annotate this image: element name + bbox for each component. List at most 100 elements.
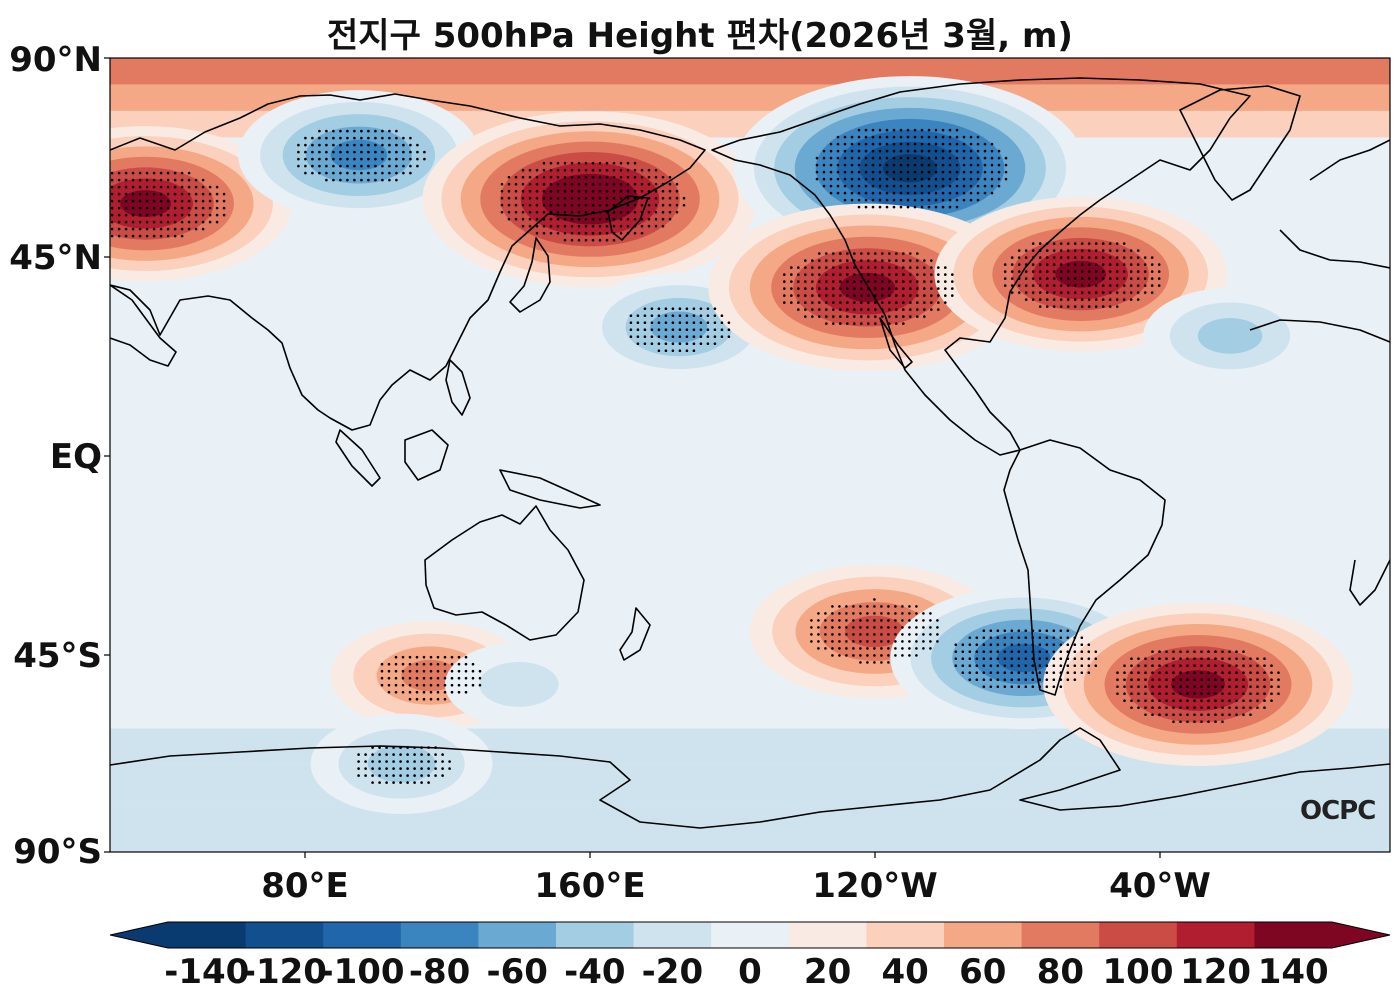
- stipple-dot: [633, 161, 637, 165]
- stipple-dot: [825, 259, 828, 262]
- stipple-dot: [824, 647, 827, 650]
- stipple-dot: [913, 128, 917, 132]
- stipple-dot: [1186, 664, 1189, 667]
- stipple-dot: [941, 142, 945, 146]
- stipple-dot: [1024, 678, 1028, 681]
- stipple-dot: [457, 683, 461, 687]
- stipple-dot: [1123, 699, 1126, 702]
- stipple-dot: [860, 301, 863, 304]
- stipple-dot: [1059, 242, 1063, 245]
- stipple-dot: [104, 186, 107, 189]
- stipple-dot: [867, 266, 870, 269]
- colorbar-label: -40: [564, 952, 626, 992]
- stipple-dot: [577, 182, 581, 186]
- stipple-dot: [399, 760, 402, 763]
- stipple-dot: [1045, 664, 1049, 667]
- stipple-dot: [570, 189, 574, 193]
- stipple-dot: [1235, 671, 1238, 674]
- stipple-dot: [1158, 671, 1161, 674]
- stipple-dot: [668, 217, 672, 221]
- stipple-dot: [297, 164, 300, 168]
- stipple-dot: [1137, 706, 1140, 709]
- stipple-dot: [577, 217, 581, 221]
- stipple-dot: [1017, 685, 1021, 688]
- stipple-dot: [878, 149, 882, 153]
- contour-6-7: [1055, 260, 1107, 288]
- stipple-dot: [357, 767, 360, 770]
- stipple-dot: [811, 287, 814, 290]
- stipple-dot: [76, 214, 79, 217]
- anomaly-center-7: [1143, 287, 1317, 384]
- stipple-dot: [591, 196, 595, 200]
- stipple-dot: [899, 156, 903, 160]
- stipple-dot: [996, 629, 1000, 632]
- stipple-dot: [636, 321, 640, 325]
- stipple-dot: [413, 753, 416, 756]
- stipple-dot: [836, 184, 840, 188]
- stipple-dot: [678, 321, 682, 325]
- stipple-dot: [97, 179, 100, 182]
- stipple-dot: [1066, 636, 1070, 639]
- stipple-dot: [647, 217, 651, 221]
- stipple-dot: [685, 335, 689, 339]
- stipple-dot: [131, 192, 135, 196]
- stipple-dot: [1010, 664, 1014, 667]
- stipple-dot: [76, 193, 79, 196]
- stipple-dot: [1158, 657, 1161, 660]
- stipple-dot: [850, 163, 854, 167]
- stipple-dot: [598, 175, 602, 179]
- stipple-dot: [159, 192, 163, 196]
- stipple-dot: [1115, 277, 1119, 280]
- stipple-dot: [1024, 650, 1028, 653]
- stipple-dot: [675, 196, 679, 200]
- stipple-dot: [664, 335, 668, 339]
- stipple-dot: [699, 328, 703, 332]
- stipple-dot: [1129, 270, 1133, 273]
- stipple-dot: [145, 220, 149, 224]
- stipple-dot: [934, 149, 938, 153]
- stipple-dot: [395, 178, 398, 182]
- stipple-dot: [1207, 671, 1210, 674]
- stipple-dot: [873, 661, 876, 664]
- stipple-dot: [1249, 706, 1252, 709]
- stipple-dot: [843, 191, 847, 195]
- stipple-dot: [521, 203, 525, 207]
- stipple-dot: [657, 307, 661, 311]
- stipple-dot: [478, 683, 482, 687]
- stipple-dot: [954, 643, 958, 646]
- stipple-dot: [832, 308, 835, 311]
- stipple-dot: [846, 308, 849, 311]
- stipple-dot: [124, 199, 128, 203]
- stipple-dot: [1256, 657, 1259, 660]
- stipple-dot: [1073, 242, 1077, 245]
- stipple-dot: [402, 143, 405, 147]
- stipple-dot: [859, 612, 862, 615]
- stipple-dot: [471, 683, 475, 687]
- stipple-dot: [1207, 664, 1210, 667]
- stipple-dot: [1087, 284, 1091, 287]
- stipple-dot: [880, 661, 883, 664]
- stipple-dot: [874, 315, 877, 318]
- stipple-dot: [954, 657, 958, 660]
- stipple-dot: [1144, 678, 1147, 681]
- stipple-dot: [1256, 699, 1259, 702]
- stipple-dot: [1024, 256, 1028, 259]
- stipple-dot: [894, 654, 897, 657]
- stipple-dot: [671, 314, 675, 318]
- stipple-dot: [1129, 284, 1133, 287]
- stipple-dot: [381, 171, 384, 175]
- stipple-dot: [887, 605, 890, 608]
- stipple-dot: [654, 168, 658, 172]
- stipple-dot: [643, 314, 647, 318]
- stipple-dot: [944, 301, 947, 304]
- stipple-dot: [804, 301, 807, 304]
- stipple-dot: [916, 287, 919, 290]
- stipple-dot: [906, 184, 910, 188]
- stipple-dot: [968, 664, 972, 667]
- stipple-dot: [845, 633, 848, 636]
- stipple-dot: [1087, 270, 1091, 273]
- stipple-dot: [885, 177, 889, 181]
- stipple-dot: [899, 170, 903, 174]
- stipple-dot: [542, 203, 546, 207]
- stipple-dot: [923, 266, 926, 269]
